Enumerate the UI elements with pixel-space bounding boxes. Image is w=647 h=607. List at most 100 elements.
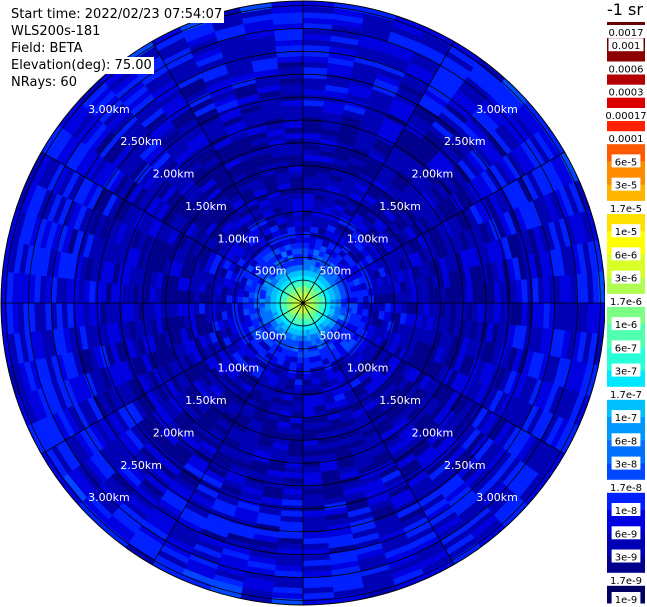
heatmap-cell bbox=[286, 149, 304, 156]
colorbar-label-bg bbox=[605, 386, 647, 400]
heatmap-cell bbox=[286, 455, 304, 463]
ray-spoke bbox=[302, 302, 455, 565]
heatmap-cell bbox=[302, 253, 309, 260]
colorbar-segment bbox=[607, 579, 645, 604]
colorbar-label-bg bbox=[611, 526, 641, 540]
heatmap-cell bbox=[253, 297, 260, 304]
instrument-label: WLS200s-181 bbox=[11, 23, 103, 40]
heatmap-cell bbox=[346, 302, 353, 309]
heatmap-cell bbox=[181, 290, 189, 304]
colorbar-tick-label: 6e-5 bbox=[615, 157, 638, 168]
ray-spokes bbox=[1, 1, 605, 605]
heatmap-cell bbox=[306, 340, 313, 347]
heatmap-cell bbox=[296, 242, 304, 249]
heatmap-cell bbox=[291, 192, 304, 200]
elevation-label: Elevation(deg): 75.00 bbox=[11, 57, 154, 74]
heatmap-cell bbox=[293, 214, 304, 222]
colorbar-segment bbox=[607, 115, 645, 139]
colorbar-segment bbox=[607, 138, 645, 162]
colorbar-label-bg bbox=[611, 410, 641, 424]
heatmap-cell bbox=[292, 209, 304, 216]
ppi-plot: 500m 500m 500m 500m 1.00km 1.00km 1.00km 1.00km… bbox=[0, 0, 605, 606]
ring-label: 1.00km bbox=[347, 362, 389, 375]
heatmap-cell bbox=[290, 417, 304, 425]
heatmap-cell bbox=[390, 302, 397, 314]
colorbar-tick-label: 1.7e-7 bbox=[610, 390, 642, 401]
colorbar-tick-label: 3e-6 bbox=[615, 274, 638, 285]
heatmap-cell bbox=[330, 299, 337, 304]
colorbar-segment bbox=[607, 347, 645, 372]
start-time-label: Start time: 2022/02/23 07:54:07 bbox=[11, 6, 225, 23]
ring-label: 1.50km bbox=[379, 394, 421, 407]
heatmap-cell bbox=[357, 296, 364, 304]
colorbar-segment bbox=[607, 486, 645, 511]
colorbar-segment bbox=[607, 440, 645, 464]
colorbar-tick-label: 1.7e-5 bbox=[610, 204, 642, 215]
heatmap-cell bbox=[176, 289, 184, 304]
heatmap-cell bbox=[302, 384, 313, 392]
heatmap-cell bbox=[181, 302, 189, 316]
heatmap-cell bbox=[170, 288, 178, 304]
ring-label: 2.00km bbox=[153, 426, 195, 439]
heatmap-cell bbox=[401, 291, 408, 304]
heatmap-cell bbox=[302, 401, 315, 408]
heatmap-cell bbox=[214, 293, 222, 304]
colorbar-label-bg bbox=[611, 317, 641, 331]
heatmap-cell bbox=[220, 294, 227, 304]
heatmap-cell bbox=[236, 295, 244, 304]
heatmap-cell bbox=[302, 209, 314, 216]
colorbar-segment bbox=[607, 161, 645, 186]
heatmap-cell bbox=[295, 362, 304, 370]
heatmap-cell bbox=[302, 225, 312, 233]
heatmap-cell bbox=[384, 302, 392, 313]
heatmap-cell bbox=[253, 302, 260, 309]
heatmap-cell bbox=[422, 289, 430, 304]
heatmap-cell bbox=[292, 395, 304, 403]
heatmap-cell bbox=[455, 302, 463, 320]
colorbar-segment bbox=[607, 556, 645, 581]
colorbar-segment bbox=[607, 300, 645, 325]
ring-label: 500m bbox=[255, 265, 287, 278]
heatmap-cell bbox=[379, 302, 386, 312]
heatmap-cell bbox=[209, 292, 216, 304]
ray-spoke bbox=[41, 151, 304, 304]
heatmap-cell bbox=[294, 225, 304, 233]
colorbar-label-bg bbox=[611, 456, 641, 470]
heatmap-cell bbox=[294, 220, 304, 227]
colorbar-tick-label: 1e-8 bbox=[615, 506, 638, 517]
heatmap-cell bbox=[351, 297, 359, 304]
colorbar-tick-label: 1.7e-9 bbox=[610, 576, 642, 587]
heatmap-cell bbox=[340, 293, 347, 300]
ring-label: 2.50km bbox=[120, 135, 162, 148]
heatmap-cell bbox=[302, 351, 309, 359]
colorbar-label-bg bbox=[611, 340, 641, 354]
heatmap-cell bbox=[297, 351, 304, 359]
heatmap-cell bbox=[289, 176, 304, 184]
colorbar-label-bg bbox=[605, 84, 647, 98]
heatmap-cell bbox=[302, 247, 309, 255]
ring-label: 2.00km bbox=[153, 168, 195, 181]
heatmap-cell bbox=[302, 450, 320, 457]
heatmap-cell bbox=[258, 302, 266, 308]
colorbar-tick-label: 6e-9 bbox=[615, 529, 638, 540]
heatmap-cell bbox=[247, 302, 255, 309]
heatmap-cell bbox=[406, 291, 414, 304]
heatmap-cell bbox=[302, 390, 314, 397]
ray-spoke bbox=[302, 151, 565, 304]
heatmap-cell bbox=[192, 291, 200, 304]
heatmap-cell bbox=[302, 214, 313, 222]
heatmap-cell bbox=[373, 294, 381, 304]
heatmap-cell bbox=[357, 302, 364, 310]
heatmap-cell bbox=[297, 253, 304, 260]
ray-spoke bbox=[151, 41, 304, 304]
heatmap-cell bbox=[293, 259, 300, 266]
heatmap-cell bbox=[384, 293, 392, 304]
heatmap-cell bbox=[395, 292, 403, 304]
heatmap-cell bbox=[406, 302, 414, 315]
heatmap-cell bbox=[351, 302, 359, 309]
colorbar-tick-label: 1.7e-6 bbox=[610, 297, 642, 308]
heatmap-cell bbox=[362, 295, 370, 304]
heatmap-cell bbox=[149, 286, 156, 304]
colorbar-label-bg bbox=[602, 108, 647, 121]
heatmap-cell bbox=[242, 302, 249, 310]
